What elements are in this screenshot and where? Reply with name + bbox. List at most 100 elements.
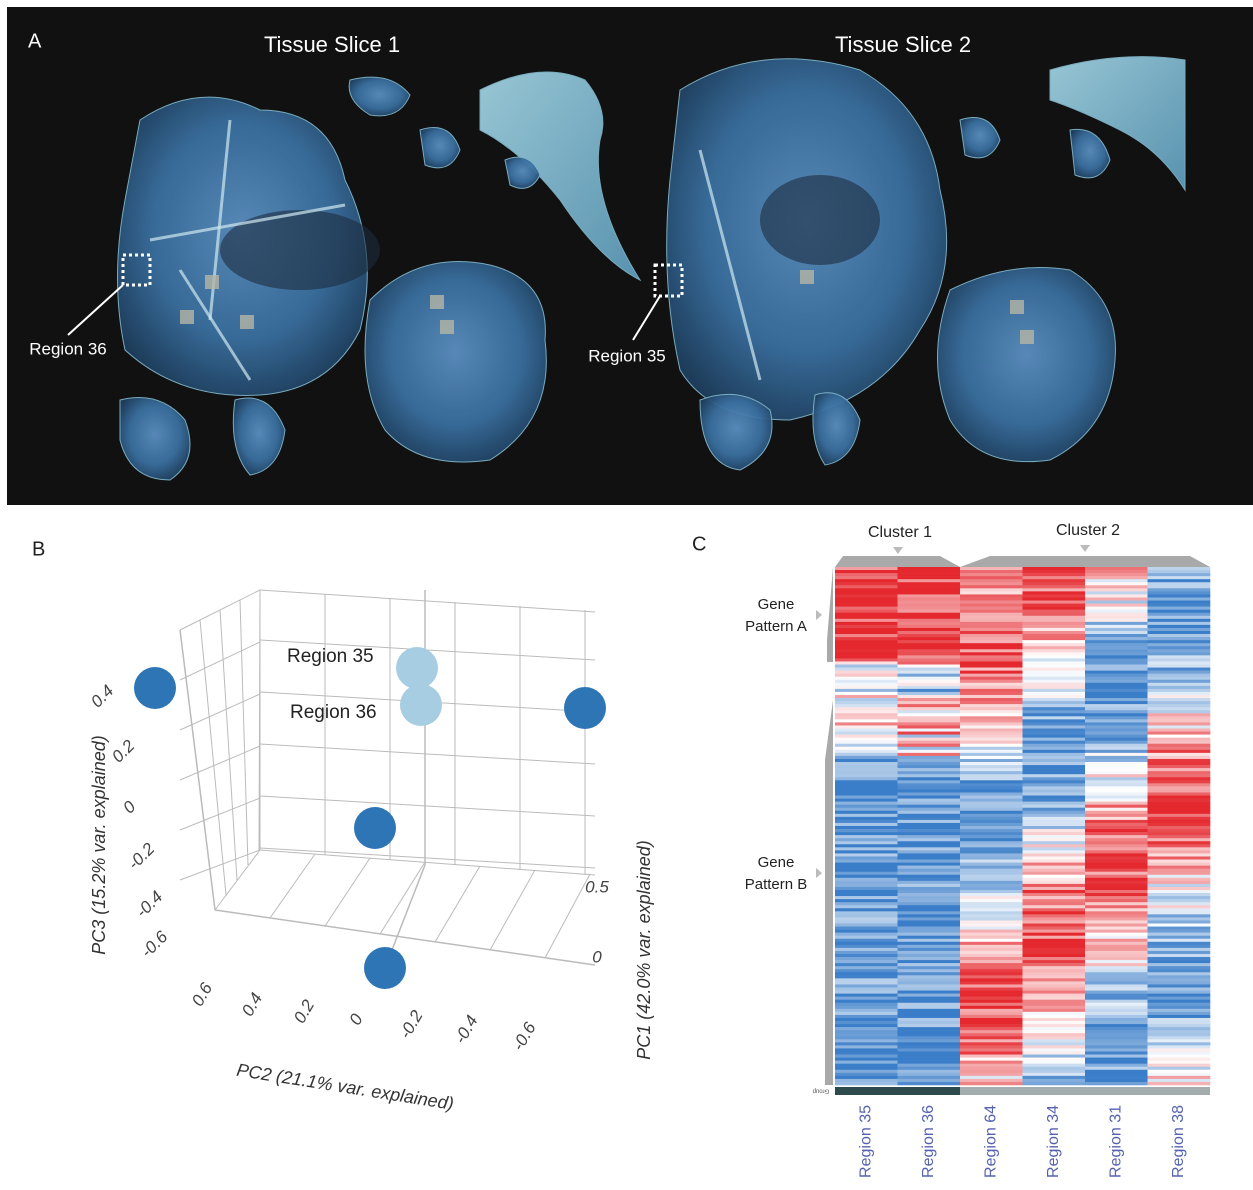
heatmap-cell (960, 911, 1023, 915)
tissue-section (232, 397, 286, 476)
heatmap-cell (1147, 1060, 1211, 1064)
heatmap-cell (960, 1002, 1023, 1007)
heatmap-cell (1147, 835, 1211, 839)
heatmap-cell (1085, 597, 1148, 601)
heatmap-cell (960, 609, 1023, 614)
marker (816, 868, 822, 878)
heatmap-cell (897, 786, 961, 790)
heatmap-cell (1022, 978, 1086, 982)
heatmap-cell (960, 920, 1023, 924)
heatmap-cell (1022, 1017, 1086, 1022)
heatmap-cell (897, 634, 961, 638)
axis-title: PC3 (15.2% var. explained) (89, 735, 109, 954)
heatmap-cell (897, 859, 961, 863)
heatmap-cell (1022, 594, 1086, 598)
heatmap-cell (835, 688, 898, 693)
heatmap-cell (1147, 865, 1211, 869)
heatmap-cell (960, 1017, 1023, 1022)
heatmap-cell (1022, 789, 1086, 793)
heatmap-cell (1085, 780, 1148, 784)
heatmap-cell (835, 1027, 898, 1031)
heatmap-cell (1022, 719, 1086, 723)
tissue-section (364, 261, 547, 463)
heatmap-cell (897, 1024, 961, 1028)
heatmap-cell (835, 841, 898, 845)
heatmap-cell (1022, 755, 1086, 760)
heatmap-cell (1022, 862, 1086, 866)
heatmap-cell (1147, 755, 1211, 760)
heatmap-cell (1085, 990, 1148, 994)
point-label: Region 36 (290, 702, 377, 723)
grid-line (324, 857, 371, 927)
heatmap-cell (960, 880, 1023, 885)
heatmap-cell (960, 1021, 1023, 1025)
heatmap-cell (1085, 731, 1148, 735)
heatmap-cell (1085, 591, 1148, 595)
heatmap-cell (1147, 932, 1211, 936)
heatmap-cell (1147, 722, 1211, 726)
heatmap-cell (1147, 591, 1211, 595)
heatmap-cell (1147, 746, 1211, 751)
heatmap-cell (1022, 996, 1086, 1000)
grid-line (259, 849, 596, 876)
heatmap-cell (960, 877, 1023, 882)
heatmap-cell (1147, 1008, 1211, 1013)
heatmap-cell (1085, 588, 1148, 592)
heatmap-cell (835, 1030, 898, 1034)
heatmap-cell (1147, 1063, 1211, 1068)
heatmap-cell (960, 975, 1023, 979)
heatmap-cell (1022, 646, 1086, 650)
heatmap-cell (1085, 734, 1148, 738)
gene-pattern-label: Pattern B (745, 876, 808, 893)
heatmap-cell (835, 862, 898, 866)
grid-line (219, 609, 238, 881)
heatmap-cell (897, 758, 961, 763)
grid-line (199, 619, 227, 896)
heatmap-cell (1022, 670, 1086, 674)
pca-point (396, 647, 438, 689)
grid-line (259, 589, 596, 613)
heatmap-cell (1085, 643, 1148, 647)
heatmap-cell (960, 899, 1023, 903)
heatmap-cell (1022, 591, 1086, 595)
tissue-section (119, 397, 191, 481)
heatmap-cell (1022, 609, 1086, 614)
heatmap-cell (835, 801, 898, 805)
heatmap-cell (960, 643, 1023, 647)
heatmap-cell (897, 929, 961, 933)
heatmap-cell (897, 731, 961, 735)
heatmap-cell (1022, 993, 1086, 997)
heatmap-cell (1147, 573, 1211, 577)
heatmap-cell (960, 826, 1023, 830)
heatmap-cell (960, 795, 1023, 799)
heatmap-cell (897, 1039, 961, 1043)
heatmap-cell (1022, 941, 1086, 946)
heatmap-cell (960, 762, 1023, 766)
heatmap-cell (1085, 868, 1148, 873)
heatmap-cell (835, 591, 898, 595)
heatmap-cell (835, 871, 898, 876)
heatmap-cell (1022, 999, 1086, 1004)
heatmap-cell (835, 768, 898, 772)
heatmap-cell (1085, 883, 1148, 888)
heatmap-cell (1085, 637, 1148, 641)
heatmap-cell (835, 725, 898, 729)
heatmap-cell (1085, 579, 1148, 583)
heatmap-cell (1147, 886, 1211, 891)
axis-title: PC2 (21.1% var. explained) (235, 1060, 455, 1114)
heatmap-cell (1147, 871, 1211, 876)
heatmap-cell (1022, 600, 1086, 604)
heatmap-cell (1022, 643, 1086, 647)
heatmap-cell (1022, 844, 1086, 848)
heatmap-cell (1085, 969, 1148, 973)
heatmap-cell (835, 749, 898, 754)
heatmap-cell (897, 792, 961, 796)
heatmap-cell (835, 835, 898, 839)
heatmap-cell (1022, 905, 1086, 909)
heatmap-cell (960, 704, 1023, 708)
tissue-section (1069, 128, 1111, 179)
heatmap-cell (960, 810, 1023, 815)
heatmap-cell (1085, 798, 1148, 802)
heatmap-cell (897, 908, 961, 912)
